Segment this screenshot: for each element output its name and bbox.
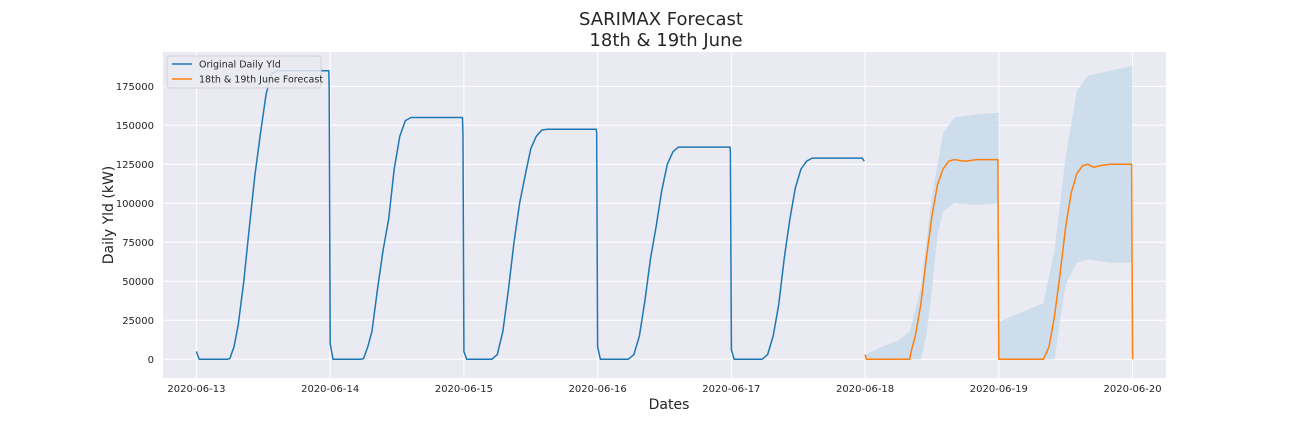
chart-subtitle: 18th & 19th June	[589, 30, 742, 51]
x-tick-label: 2020-06-17	[702, 384, 760, 395]
x-axis-label: Dates	[649, 397, 690, 413]
x-tick-label: 2020-06-20	[1104, 384, 1162, 395]
y-tick-label: 100000	[116, 199, 154, 210]
y-tick-label: 0	[148, 355, 154, 366]
x-tick-label: 2020-06-18	[836, 384, 894, 395]
y-tick-label: 125000	[116, 160, 154, 171]
y-tick-label: 50000	[122, 277, 154, 288]
chart-title: SARIMAX Forecast	[579, 9, 743, 30]
y-axis-label: Daily Yld (kW)	[101, 166, 117, 265]
legend-box	[166, 55, 322, 89]
legend-label-original: Original Daily Yld	[199, 60, 281, 71]
legend-label-forecast: 18th & 19th June Forecast	[199, 75, 323, 86]
x-tick-label: 2020-06-15	[435, 384, 493, 395]
y-tick-label: 25000	[122, 316, 154, 327]
x-tick-label: 2020-06-19	[970, 384, 1028, 395]
x-tick-label: 2020-06-13	[167, 384, 225, 395]
x-tick-label: 2020-06-16	[569, 384, 627, 395]
tick-labels: 2020-06-13 2020-06-14 2020-06-15 2020-06-16…	[116, 82, 1162, 395]
y-tick-label: 150000	[116, 121, 154, 132]
x-tick-label: 2020-06-14	[301, 384, 359, 395]
legend: Original Daily Yld 18th & 19th June Fore…	[166, 55, 323, 89]
confidence-band	[865, 66, 1133, 360]
y-tick-label: 75000	[122, 238, 154, 249]
y-tick-label: 175000	[116, 82, 154, 93]
series-line-forecast	[864, 158, 1134, 361]
